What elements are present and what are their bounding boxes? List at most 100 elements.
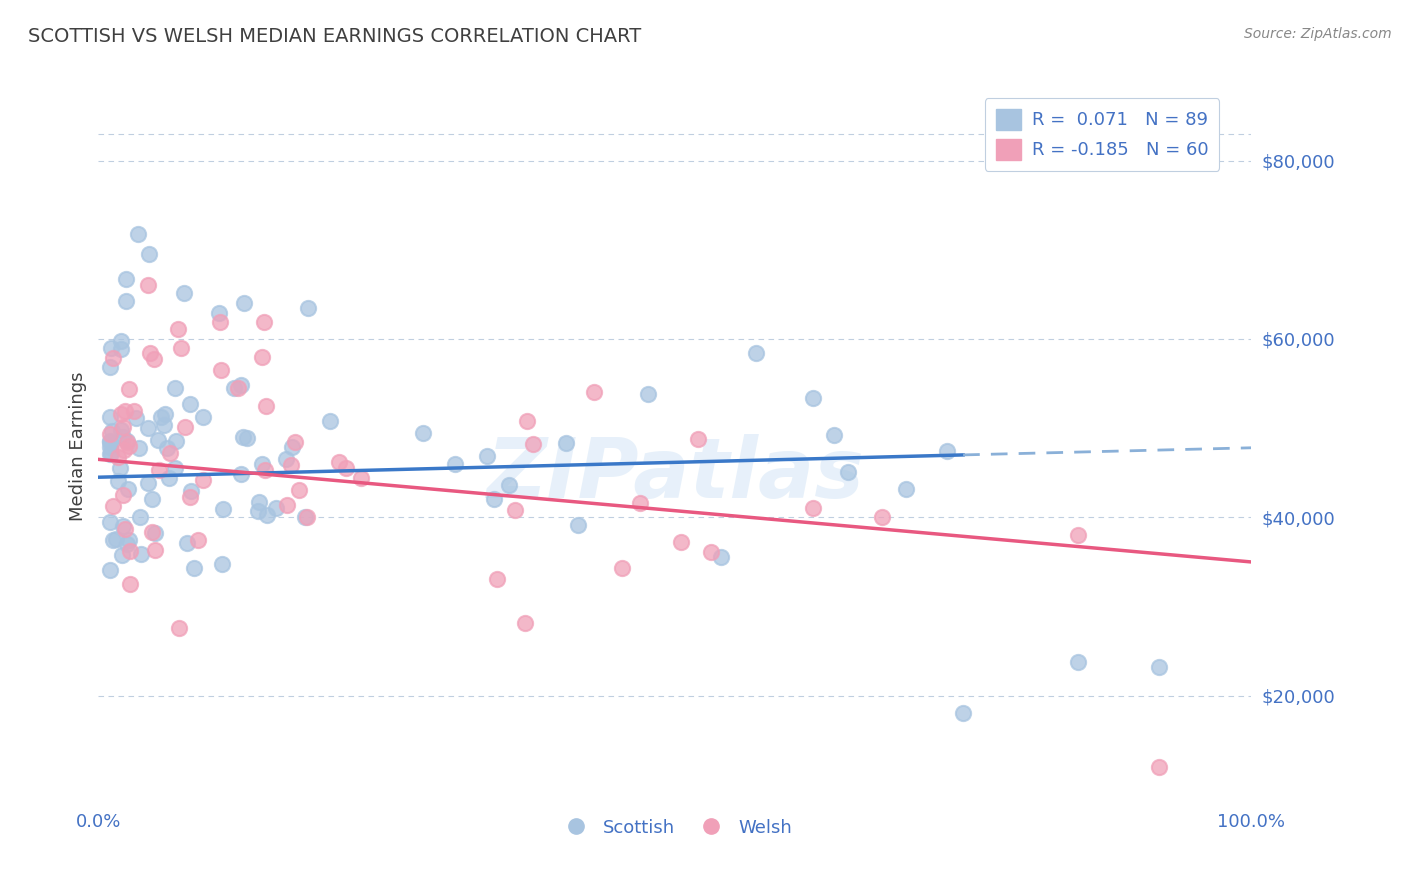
Point <box>212 502 235 516</box>
Point <box>110 407 132 421</box>
Point <box>229 377 252 392</box>
Point <box>837 465 859 479</box>
Point <box>118 382 141 396</box>
Point <box>297 301 319 315</box>
Point <box>266 500 288 515</box>
Point <box>669 534 692 549</box>
Point <box>104 533 127 547</box>
Point <box>136 278 159 293</box>
Text: Source: ZipAtlas.com: Source: ZipAtlas.com <box>1244 27 1392 41</box>
Point <box>744 346 766 360</box>
Point <box>103 351 125 365</box>
Point <box>159 446 181 460</box>
Text: ZIPatlas: ZIPatlas <box>486 434 863 515</box>
Point <box>148 463 170 477</box>
Point <box>498 478 520 492</box>
Point <box>513 615 536 630</box>
Point <box>98 360 121 375</box>
Point <box>335 460 357 475</box>
Point <box>319 413 342 427</box>
Point <box>114 403 136 417</box>
Point <box>143 526 166 541</box>
Point <box>131 547 153 561</box>
Point <box>250 457 273 471</box>
Point <box>801 500 824 515</box>
Point <box>152 418 174 433</box>
Point <box>165 461 187 475</box>
Point <box>522 436 544 450</box>
Point <box>254 462 277 476</box>
Point <box>107 450 129 465</box>
Point <box>233 296 256 310</box>
Point <box>894 482 917 496</box>
Point <box>412 426 434 441</box>
Point <box>222 381 245 395</box>
Point <box>247 494 270 508</box>
Point <box>127 227 149 242</box>
Point <box>554 435 576 450</box>
Point <box>284 434 307 449</box>
Point <box>1067 527 1090 541</box>
Point <box>98 426 121 441</box>
Point <box>163 381 186 395</box>
Point <box>167 621 190 635</box>
Point <box>250 350 273 364</box>
Point <box>141 492 163 507</box>
Point <box>142 351 165 366</box>
Point <box>637 386 659 401</box>
Point <box>120 577 142 591</box>
Point <box>485 572 508 586</box>
Point <box>180 483 202 498</box>
Point <box>1147 659 1170 673</box>
Point <box>700 545 723 559</box>
Point <box>98 409 121 424</box>
Point <box>247 504 270 518</box>
Point <box>582 384 605 399</box>
Point <box>280 458 302 472</box>
Point <box>101 499 124 513</box>
Point <box>141 525 163 540</box>
Point <box>686 433 709 447</box>
Point <box>191 474 214 488</box>
Point <box>294 510 316 524</box>
Point <box>443 458 465 472</box>
Point <box>516 414 538 428</box>
Point <box>276 498 298 512</box>
Point <box>115 293 138 308</box>
Point <box>136 475 159 490</box>
Point <box>118 439 141 453</box>
Point <box>112 430 135 444</box>
Point <box>208 315 231 329</box>
Point <box>98 515 121 529</box>
Point <box>101 533 124 547</box>
Point <box>628 495 651 509</box>
Point <box>148 433 170 447</box>
Point <box>349 471 371 485</box>
Point <box>482 492 505 507</box>
Point <box>232 430 254 444</box>
Point <box>176 536 198 550</box>
Point <box>114 272 136 286</box>
Point <box>111 519 134 533</box>
Point <box>98 440 121 454</box>
Legend: Scottish, Welsh: Scottish, Welsh <box>551 812 799 844</box>
Point <box>1147 760 1170 774</box>
Point <box>98 434 121 448</box>
Point <box>112 443 135 458</box>
Point <box>157 470 180 484</box>
Point <box>98 447 121 461</box>
Point <box>108 460 131 475</box>
Point <box>280 440 302 454</box>
Point <box>256 508 278 523</box>
Point <box>179 490 201 504</box>
Point <box>122 403 145 417</box>
Point <box>107 475 129 489</box>
Point <box>166 434 188 449</box>
Point <box>801 391 824 405</box>
Point <box>328 455 350 469</box>
Point <box>823 427 845 442</box>
Point <box>254 399 277 413</box>
Point <box>115 435 138 450</box>
Text: SCOTTISH VS WELSH MEDIAN EARNINGS CORRELATION CHART: SCOTTISH VS WELSH MEDIAN EARNINGS CORREL… <box>28 27 641 45</box>
Point <box>209 363 232 377</box>
